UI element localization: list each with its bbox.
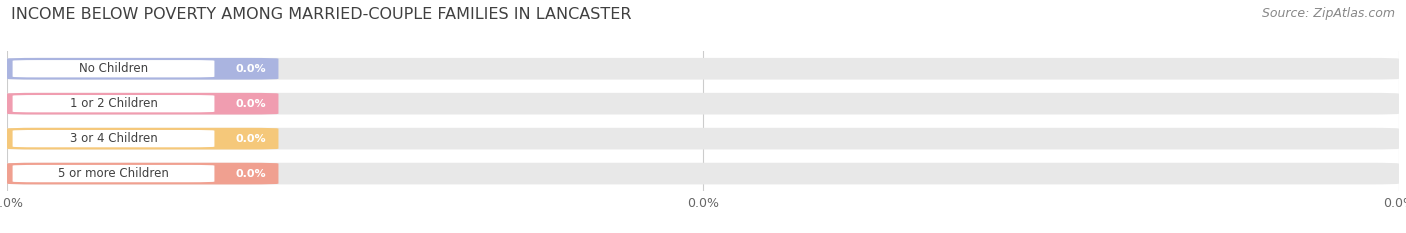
Text: No Children: No Children	[79, 62, 148, 75]
Text: INCOME BELOW POVERTY AMONG MARRIED-COUPLE FAMILIES IN LANCASTER: INCOME BELOW POVERTY AMONG MARRIED-COUPL…	[11, 7, 631, 22]
FancyBboxPatch shape	[7, 58, 1399, 80]
Text: 0.0%: 0.0%	[235, 169, 266, 178]
Text: 1 or 2 Children: 1 or 2 Children	[69, 97, 157, 110]
Text: Source: ZipAtlas.com: Source: ZipAtlas.com	[1261, 7, 1395, 20]
FancyBboxPatch shape	[13, 95, 215, 112]
FancyBboxPatch shape	[7, 128, 1399, 150]
FancyBboxPatch shape	[7, 93, 1399, 115]
FancyBboxPatch shape	[13, 130, 215, 147]
Text: 0.0%: 0.0%	[235, 134, 266, 144]
FancyBboxPatch shape	[7, 163, 1399, 185]
Text: 5 or more Children: 5 or more Children	[58, 167, 169, 180]
FancyBboxPatch shape	[13, 60, 215, 77]
FancyBboxPatch shape	[13, 165, 215, 182]
FancyBboxPatch shape	[7, 163, 278, 185]
Text: 3 or 4 Children: 3 or 4 Children	[70, 132, 157, 145]
FancyBboxPatch shape	[7, 93, 278, 115]
FancyBboxPatch shape	[7, 58, 278, 80]
FancyBboxPatch shape	[7, 128, 278, 150]
Text: 0.0%: 0.0%	[235, 99, 266, 109]
Text: 0.0%: 0.0%	[235, 64, 266, 74]
